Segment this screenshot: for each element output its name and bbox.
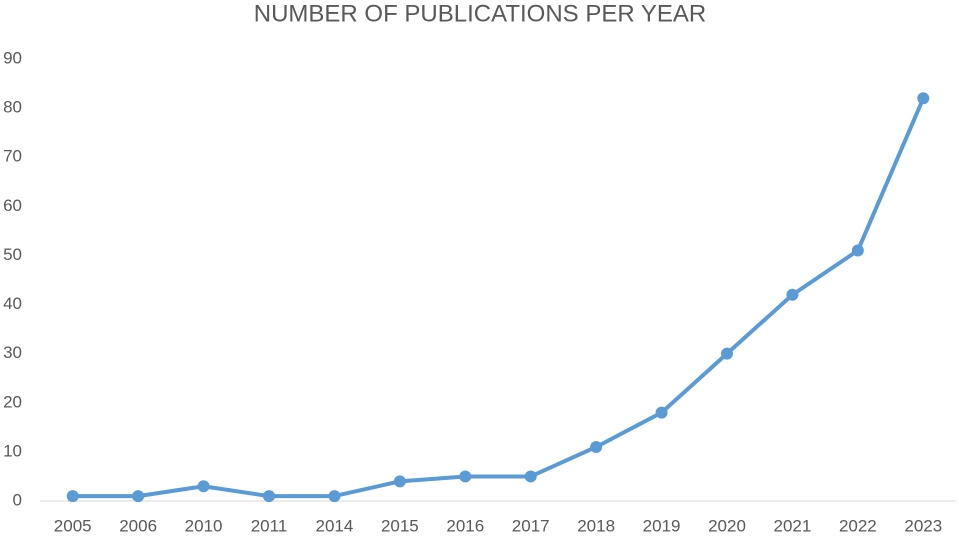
y-tick-label: 30	[3, 343, 22, 362]
x-tick-label: 2015	[381, 516, 419, 535]
x-tick-label: 2017	[512, 516, 550, 535]
marker	[328, 490, 341, 503]
x-tick-label: 2014	[316, 516, 354, 535]
marker	[524, 470, 537, 483]
y-tick-label: 80	[3, 98, 22, 117]
marker	[393, 475, 406, 488]
x-tick-label: 2005	[54, 516, 92, 535]
marker	[851, 244, 864, 257]
y-tick-label: 60	[3, 196, 22, 215]
marker	[66, 490, 79, 503]
marker	[655, 406, 668, 419]
line	[72, 97, 926, 499]
y-tick-label: 90	[3, 48, 22, 67]
chart-title: NUMBER OF PUBLICATIONS PER YEAR	[254, 0, 707, 27]
marker	[263, 490, 275, 503]
x-tick-label: 2010	[185, 516, 223, 535]
y-tick-label: 70	[3, 147, 22, 166]
marker	[132, 490, 145, 503]
x-tick-label: 2006	[119, 516, 157, 535]
marker	[459, 470, 472, 483]
x-tick-label: 2021	[774, 516, 812, 535]
marker	[917, 92, 930, 105]
marker	[197, 480, 210, 493]
marker	[786, 288, 799, 301]
x-tick-label: 2022	[839, 516, 877, 535]
y-tick-label: 20	[3, 392, 22, 411]
y-tick-label: 40	[3, 294, 22, 313]
y-tick-label: 50	[3, 245, 22, 264]
y-tick-label: 10	[3, 441, 22, 460]
x-tick-label: 2018	[577, 516, 615, 535]
x-tick-label: 2020	[708, 516, 746, 535]
marker	[721, 347, 733, 360]
x-tick-label: 2019	[643, 516, 681, 535]
marker	[590, 440, 603, 453]
x-tick-label: 2023	[904, 516, 942, 535]
x-tick-label: 2011	[251, 516, 288, 535]
y-tick-label: 0	[13, 490, 22, 509]
x-tick-label: 2016	[446, 516, 484, 535]
